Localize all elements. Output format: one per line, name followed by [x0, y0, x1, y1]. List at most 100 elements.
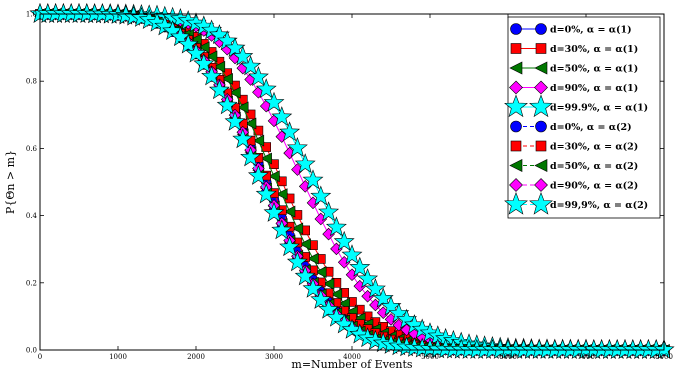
data-point — [341, 244, 363, 265]
data-point — [213, 60, 226, 73]
legend-marker — [509, 159, 523, 172]
legend-label: d=50%, α = α(2) — [550, 161, 638, 172]
legend-marker — [534, 178, 548, 192]
data-point — [322, 277, 335, 290]
legend-item: d=50%, α = α(2) — [509, 159, 638, 172]
data-point — [255, 183, 277, 204]
data-point — [247, 164, 269, 185]
legend-marker — [534, 159, 548, 172]
data-point — [294, 153, 316, 174]
legend-label: d=0%, α = α(2) — [550, 122, 632, 133]
legend-label: d=90%, α = α(1) — [550, 83, 638, 94]
legend-marker — [535, 23, 547, 35]
data-point — [286, 137, 308, 157]
data-point — [318, 298, 340, 319]
data-point — [310, 185, 332, 206]
data-point — [318, 201, 340, 222]
legend-item: d=90%, α = α(2) — [509, 178, 638, 192]
data-point — [221, 72, 233, 85]
legend-label: d=30%, α = α(1) — [550, 44, 638, 55]
data-point — [299, 238, 311, 251]
x-tick-label: 5000 — [421, 353, 439, 361]
legend-item: d=0%, α = α(2) — [510, 120, 632, 133]
legend-item: d=30%, α = α(2) — [510, 140, 638, 153]
data-point — [240, 146, 262, 167]
y-tick-label: 0.6 — [26, 145, 38, 153]
legend-label: d=50%, α = α(1) — [550, 64, 638, 75]
legend-marker — [529, 94, 553, 118]
x-tick-label: 0 — [38, 353, 42, 361]
data-point — [271, 106, 293, 127]
legend-marker — [529, 191, 553, 215]
data-point — [232, 128, 254, 149]
legend-marker — [535, 140, 547, 152]
data-point — [306, 252, 319, 265]
data-point — [232, 45, 254, 66]
legend-marker — [509, 80, 523, 95]
data-point — [177, 33, 199, 54]
data-point — [201, 65, 223, 86]
legend-marker — [534, 80, 548, 95]
y-axis-label: P{Θn > m} — [4, 150, 17, 214]
data-point — [193, 53, 215, 73]
x-tick-label: 1000 — [109, 353, 127, 361]
x-tick-label: 6000 — [499, 353, 517, 361]
y-tick-label: 0.4 — [26, 212, 38, 220]
data-point — [247, 66, 269, 87]
x-tick-label: 2000 — [187, 353, 205, 361]
legend-item: d=90%, α = α(1) — [509, 80, 638, 95]
legend-marker — [510, 140, 522, 152]
legend-label: d=99,9%, α = α(2) — [550, 200, 648, 211]
data-point — [205, 50, 218, 63]
data-point — [197, 41, 210, 54]
y-tick-label: 0.0 — [26, 347, 37, 355]
data-point — [294, 265, 316, 286]
data-point — [364, 278, 386, 299]
data-point — [372, 287, 394, 308]
data-point — [267, 170, 280, 183]
data-point — [263, 201, 285, 222]
legend-item: d=30%, α = α(1) — [510, 43, 638, 55]
data-point — [279, 236, 301, 257]
data-point — [240, 55, 262, 76]
data-point — [269, 159, 279, 169]
data-point — [279, 121, 301, 142]
x-tick-label: 8000 — [655, 353, 673, 361]
legend-marker — [510, 23, 522, 35]
data-point — [286, 251, 308, 272]
legend-label: d=30%, α = α(2) — [550, 142, 638, 153]
legend: d=0%, α = α(1) d=30%, α = α(1) d=50%, α = … — [504, 16, 661, 219]
data-point — [349, 256, 371, 277]
legend-item: d=0%, α = α(1) — [510, 23, 632, 36]
data-point — [275, 188, 288, 200]
legend-marker — [534, 61, 548, 75]
x-tick-label: 3000 — [265, 353, 283, 361]
data-point — [224, 37, 246, 58]
data-point — [310, 288, 332, 309]
y-tick-label: 0.2 — [26, 279, 37, 287]
legend-marker — [535, 43, 547, 54]
data-point — [252, 134, 265, 147]
data-point — [216, 94, 238, 115]
data-point — [314, 266, 327, 278]
y-tick-label: 0.8 — [26, 78, 37, 86]
data-point — [330, 288, 343, 301]
data-point — [271, 219, 293, 240]
x-axis-label: m=Number of Events — [291, 358, 413, 371]
data-point — [228, 86, 241, 99]
data-point — [325, 216, 347, 237]
legend-item: d=99.9%, α = α(1) — [504, 94, 648, 118]
data-point — [276, 176, 287, 187]
data-point — [236, 101, 249, 114]
data-point — [224, 110, 246, 131]
data-point — [185, 42, 207, 63]
data-point — [302, 169, 324, 190]
legend-marker — [510, 120, 522, 133]
data-point — [260, 152, 272, 165]
data-point — [255, 78, 277, 99]
legend-item: d=99,9%, α = α(2) — [504, 191, 648, 215]
legend-item: d=50%, α = α(1) — [509, 61, 638, 75]
data-point — [333, 230, 355, 251]
legend-marker — [510, 43, 522, 54]
